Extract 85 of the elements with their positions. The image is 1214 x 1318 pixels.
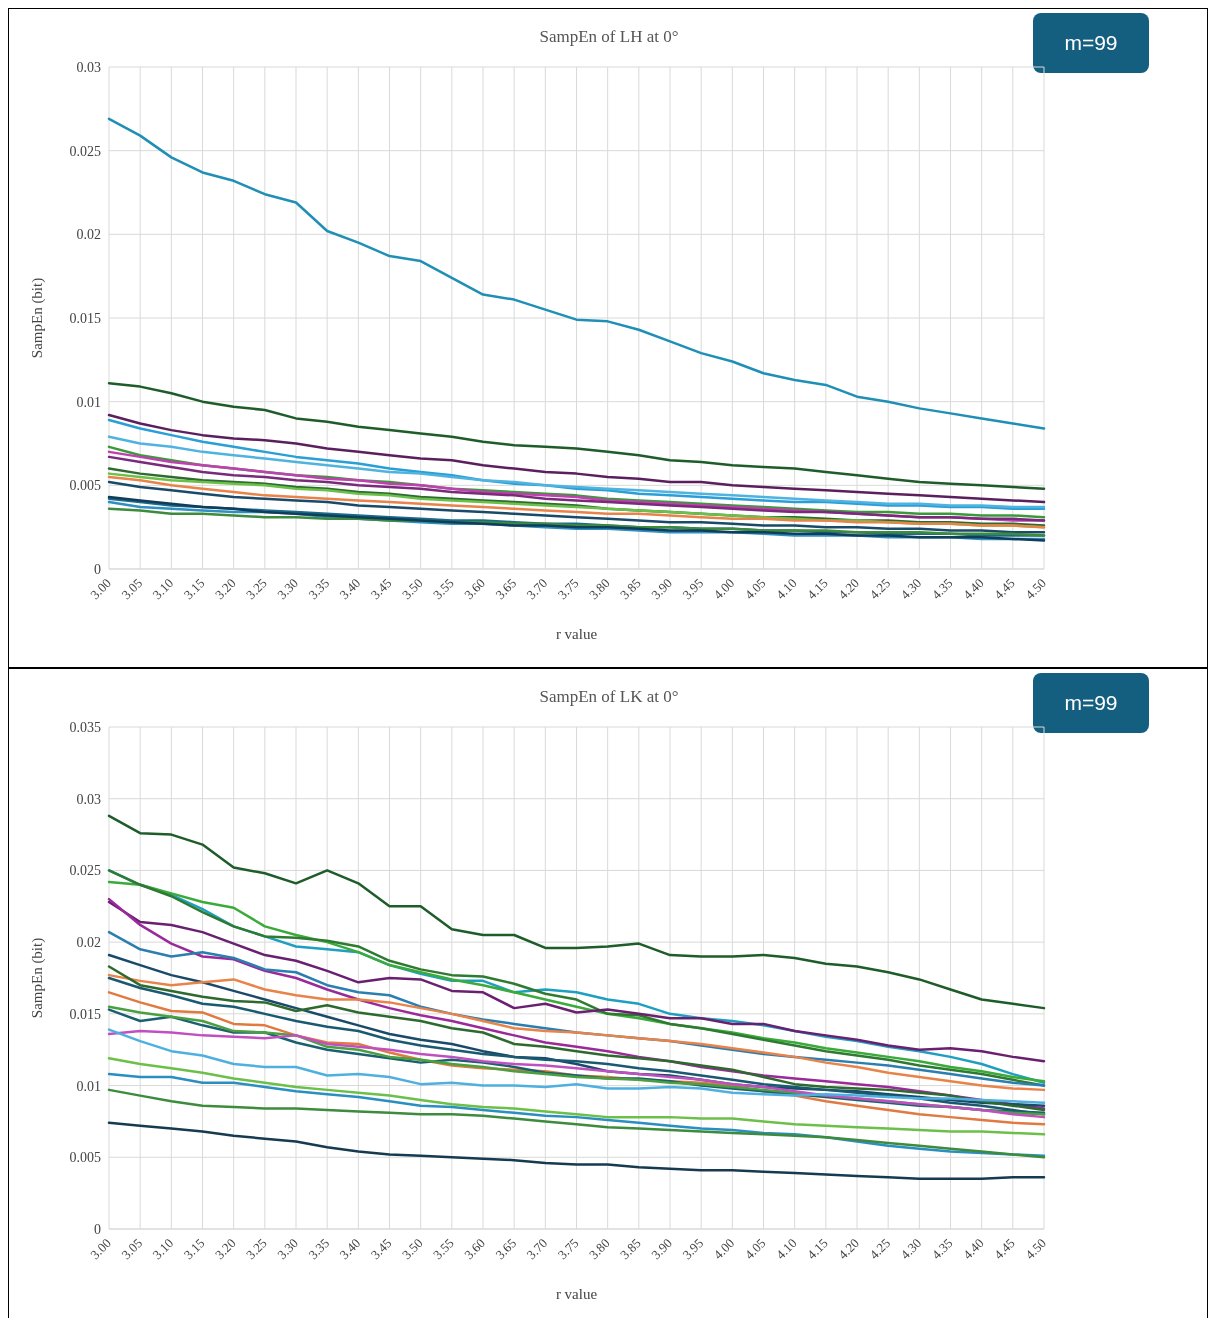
x-tick-label: 4.20 (835, 575, 862, 603)
x-tick-label: 3.10 (149, 1235, 177, 1263)
text: m=99 (1033, 13, 1149, 73)
x-tick-label: 4.45 (991, 575, 1018, 603)
x-tick-label: 4.40 (959, 575, 987, 603)
x-tick-label: 3.20 (211, 575, 239, 603)
x-tick-label: 3.40 (336, 1235, 364, 1263)
x-tick-label: 3.60 (461, 575, 488, 603)
y-tick-label: 0.01 (76, 394, 101, 410)
x-tick-label: 3.90 (648, 575, 675, 603)
x-tick-label: 3.70 (523, 575, 551, 603)
x-tick-label: 3.65 (492, 575, 520, 603)
y-tick-label: 0.01 (76, 1078, 101, 1094)
x-tick-label: 3.60 (461, 1235, 488, 1263)
x-tick-label: 3.25 (243, 1235, 270, 1263)
x-tick-label: 3.70 (523, 1235, 551, 1263)
y-tick-label: 0.005 (69, 478, 101, 494)
x-tick-label: 3.45 (367, 575, 395, 603)
y-axis-title: SampEn (bit) (29, 277, 47, 359)
x-tick-label: 3.95 (679, 575, 707, 603)
x-tick-label: 4.05 (741, 1235, 769, 1263)
x-tick-label: 3.20 (211, 1235, 239, 1263)
y-tick-label: 0.02 (76, 935, 101, 951)
x-tick-label: 4.45 (991, 1235, 1018, 1263)
y-tick-label: 0.02 (76, 227, 101, 243)
y-tick-label: 0.025 (69, 863, 101, 879)
x-tick-label: 3.85 (617, 1235, 644, 1263)
x-tick-label: 4.00 (710, 575, 738, 603)
x-tick-label: 3.50 (398, 575, 426, 603)
x-tick-label: 4.15 (804, 575, 831, 603)
x-tick-label: 3.35 (305, 1235, 333, 1263)
x-tick-label: 3.45 (367, 1235, 395, 1263)
x-tick-label: 3.30 (274, 1235, 301, 1263)
y-tick-label: 0 (94, 1221, 101, 1237)
x-tick-label: 4.10 (772, 575, 800, 603)
x-axis-title: r value (555, 626, 598, 642)
x-tick-label: 3.55 (430, 1235, 457, 1263)
x-tick-label: 3.80 (585, 575, 613, 603)
x-axis-title: r value (555, 1286, 598, 1302)
y-tick-label: 0.035 (69, 719, 101, 735)
x-tick-label: 3.55 (430, 575, 457, 603)
x-tick-label: 3.65 (492, 1235, 520, 1263)
x-tick-label: 4.05 (741, 575, 769, 603)
x-tick-label: 3.00 (87, 1235, 114, 1263)
y-tick-label: 0.03 (76, 791, 101, 807)
x-tick-label: 4.50 (1022, 575, 1049, 603)
x-tick-label: 4.35 (928, 575, 956, 603)
y-tick-label: 0.025 (69, 143, 101, 159)
x-tick-label: 4.30 (897, 1235, 925, 1263)
x-tick-label: 4.15 (804, 1235, 831, 1263)
x-tick-label: 3.75 (554, 1235, 582, 1263)
x-tick-label: 4.25 (866, 575, 894, 603)
x-tick-label: 4.30 (897, 575, 925, 603)
y-tick-label: 0.03 (76, 59, 101, 75)
x-tick-label: 3.80 (585, 1235, 613, 1263)
x-tick-label: 4.35 (928, 1235, 956, 1263)
text: m=99 (1033, 673, 1149, 733)
x-tick-label: 4.25 (866, 1235, 894, 1263)
x-tick-label: 3.05 (118, 1235, 146, 1263)
x-tick-label: 3.95 (679, 1235, 707, 1263)
x-tick-label: 3.35 (305, 575, 333, 603)
x-tick-label: 4.10 (772, 1235, 800, 1263)
x-tick-label: 4.40 (959, 1235, 987, 1263)
x-tick-label: 3.50 (398, 1235, 426, 1263)
x-tick-label: 3.75 (554, 575, 582, 603)
y-tick-label: 0 (94, 561, 101, 577)
y-tick-label: 0.015 (69, 310, 101, 326)
chart-title: SampEn of LK at 0° (539, 687, 679, 706)
y-tick-label: 0.005 (69, 1150, 101, 1166)
x-tick-label: 3.90 (648, 1235, 675, 1263)
x-tick-label: 3.10 (149, 575, 177, 603)
x-tick-label: 3.00 (87, 575, 114, 603)
y-axis-title: SampEn (bit) (29, 937, 47, 1019)
x-tick-label: 3.85 (617, 575, 644, 603)
x-tick-label: 4.20 (835, 1235, 862, 1263)
y-tick-label: 0.015 (69, 1006, 101, 1022)
x-tick-label: 3.15 (180, 1235, 208, 1263)
x-tick-label: 3.05 (118, 575, 146, 603)
x-tick-label: 3.25 (243, 575, 270, 603)
x-tick-label: 3.15 (180, 575, 208, 603)
x-tick-label: 3.40 (336, 575, 364, 603)
x-tick-label: 4.50 (1022, 1235, 1049, 1263)
x-tick-label: 3.30 (274, 575, 301, 603)
chart-title: SampEn of LH at 0° (539, 27, 679, 46)
x-tick-label: 4.00 (710, 1235, 738, 1263)
